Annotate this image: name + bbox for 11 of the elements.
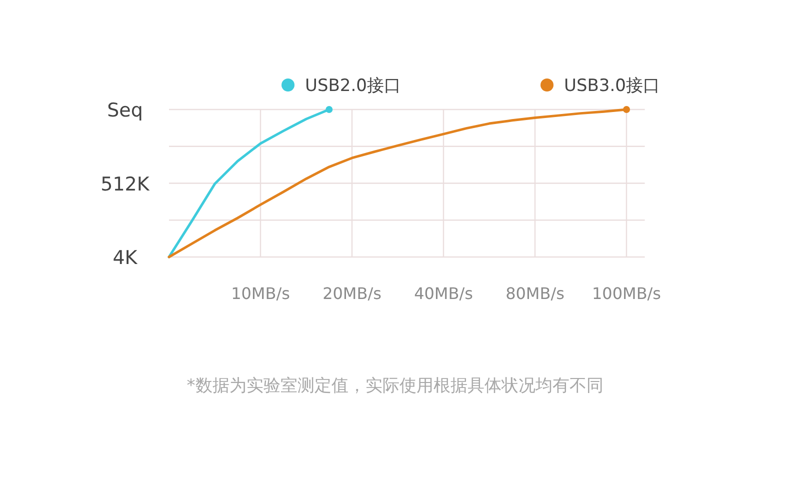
x-tick-label: 80MB/s [506,284,564,303]
text: *数据为实验室测定值，实际使用根据具体状况均有不同 [186,376,604,396]
y-tick-label: 512K [100,173,150,196]
y-tick-label: Seq [107,100,143,122]
legend-label: USB2.0接口 [305,76,401,96]
y-tick-label: 4K [112,247,138,269]
x-tick-label: 20MB/s [322,284,382,303]
legend-label: USB3.0接口 [564,76,660,96]
x-tick-label: 40MB/s [414,284,473,303]
x-tick-label: 100MB/s [592,284,662,303]
x-tick-label: 10MB/s [231,284,290,303]
